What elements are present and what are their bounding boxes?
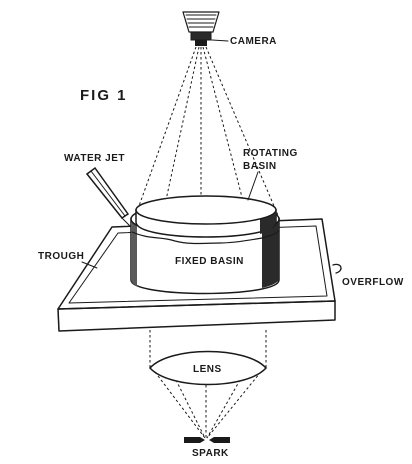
- overflow-label: OVERFLOW: [342, 277, 404, 288]
- spark-label: SPARK: [192, 448, 229, 459]
- trough-leader-line: [81, 261, 98, 269]
- rotating-basin: [131, 195, 280, 245]
- rotating-basin-label-line2: BASIN: [243, 161, 277, 172]
- lens-label: LENS: [193, 364, 222, 375]
- lens: [148, 350, 268, 386]
- rotating-basin-leader-line: [247, 171, 259, 201]
- camera-leader-line: [211, 39, 229, 42]
- fixed-basin-label: FIXED BASIN: [175, 256, 244, 267]
- camera: [182, 11, 220, 46]
- rotating-basin-label-line1: ROTATING: [243, 148, 298, 159]
- camera-label: CAMERA: [230, 36, 277, 47]
- figure-title: FIG 1: [80, 87, 128, 104]
- water-jet-nozzle: [85, 166, 131, 227]
- spark-electrodes: [184, 437, 230, 443]
- trough-label: TROUGH: [38, 251, 84, 262]
- water-jet-label: WATER JET: [64, 153, 125, 164]
